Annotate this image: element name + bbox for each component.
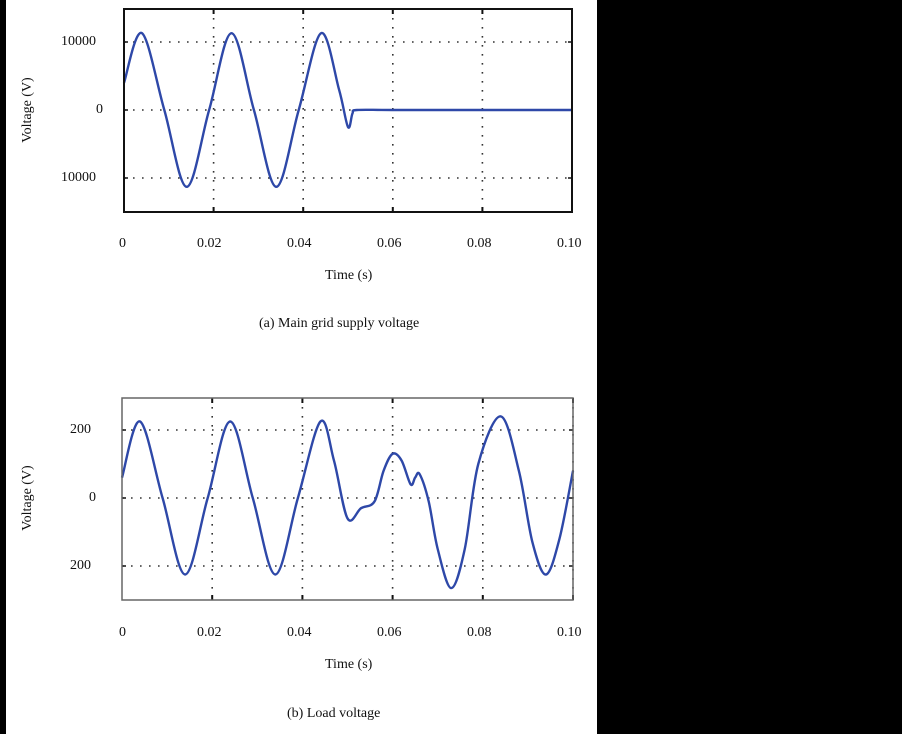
ylabel-b: Voltage (V) — [20, 465, 35, 531]
xtick-b-2: 0.04 — [287, 625, 312, 640]
xtick-b-3: 0.06 — [377, 625, 402, 640]
series-line — [122, 31, 572, 189]
plot-frame — [121, 397, 574, 601]
xtick-a-4: 0.08 — [467, 236, 492, 251]
xlabel-b: Time (s) — [325, 657, 373, 672]
ytick-a-bottom: 10000 — [61, 170, 96, 185]
xtick-b-1: 0.02 — [197, 625, 222, 640]
xtick-a-0: 0 — [119, 236, 126, 251]
ytick-b-mid: 0 — [89, 490, 96, 505]
caption-a: (a) Main grid supply voltage — [259, 316, 420, 331]
xtick-a-1: 0.02 — [197, 236, 222, 251]
series-line — [120, 415, 575, 590]
caption-b: (b) Load voltage — [287, 706, 381, 721]
xtick-a-2: 0.04 — [287, 236, 312, 251]
plot-frame — [123, 8, 573, 213]
ytick-a-top: 10000 — [61, 34, 96, 49]
xtick-b-0: 0 — [119, 625, 126, 640]
ytick-b-top: 200 — [70, 422, 91, 437]
ytick-b-bottom: 200 — [70, 558, 91, 573]
plot-b — [120, 397, 575, 601]
xlabel-a: Time (s) — [325, 268, 373, 283]
ylabel-a: Voltage (V) — [20, 77, 35, 143]
xtick-b-5: 0.10 — [557, 625, 582, 640]
plot-a — [122, 8, 573, 213]
xtick-a-3: 0.06 — [377, 236, 402, 251]
xtick-b-4: 0.08 — [467, 625, 492, 640]
ytick-a-mid: 0 — [96, 102, 103, 117]
xtick-a-5: 0.10 — [557, 236, 582, 251]
